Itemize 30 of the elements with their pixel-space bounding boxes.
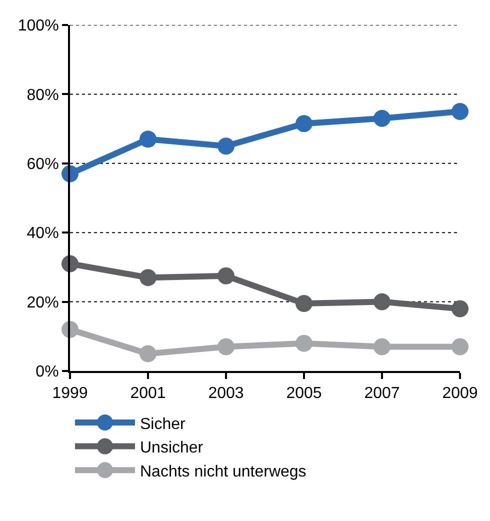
point (218, 267, 234, 284)
x-tick-label: 2003 (208, 385, 244, 402)
point (374, 293, 390, 310)
point (140, 130, 156, 148)
point (374, 338, 390, 356)
x-tick-label: 1999 (52, 385, 88, 402)
legend-label: Unsicher (140, 440, 204, 457)
point (218, 338, 234, 356)
point (218, 138, 234, 155)
legend-label: Sicher (140, 416, 186, 433)
y-tick-label: 0% (36, 364, 59, 381)
y-tick-label: 20% (26, 294, 59, 312)
y-tick-label: 80% (26, 86, 59, 104)
x-tick-label: 2007 (364, 385, 400, 402)
point (296, 334, 312, 352)
x-tick-label: 2009 (442, 385, 478, 402)
point (452, 103, 468, 120)
point (452, 338, 468, 356)
point (296, 295, 312, 312)
point (374, 110, 390, 127)
y-tick-label: 60% (26, 156, 59, 173)
y-tick-label: 40% (26, 225, 59, 242)
point (140, 345, 156, 362)
y-tick-label: 100% (18, 18, 59, 35)
x-tick-label: 2001 (130, 385, 166, 402)
x-tick-label: 2005 (286, 385, 322, 402)
point (296, 115, 312, 132)
point (140, 269, 156, 286)
legend-label: Nachts nicht unterwegs (140, 463, 306, 480)
point (452, 300, 468, 318)
